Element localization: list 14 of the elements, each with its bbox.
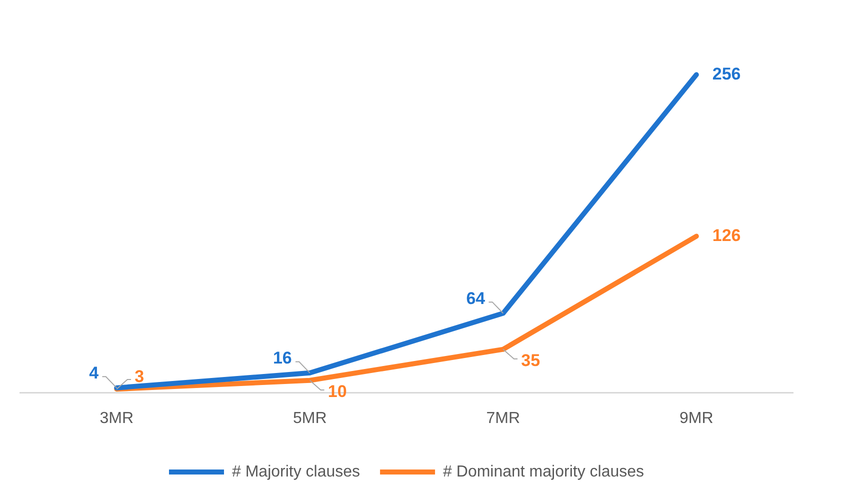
data-label: 64 — [466, 288, 486, 308]
data-label: 10 — [328, 382, 347, 402]
data-label: 4 — [89, 364, 100, 383]
x-tick-label: 9MR — [679, 410, 714, 427]
data-label: 16 — [272, 348, 292, 368]
legend-label: # Dominant majority clauses — [443, 463, 644, 480]
legend-label: # Majority clauses — [232, 463, 360, 480]
data-label: 256 — [712, 64, 741, 84]
x-tick-label: 7MR — [486, 410, 520, 427]
data-label: 3 — [134, 366, 144, 386]
data-label: 126 — [712, 226, 741, 245]
x-tick-label: 5MR — [292, 410, 327, 427]
data-label: 35 — [521, 350, 540, 370]
x-tick-label: 3MR — [100, 410, 134, 427]
